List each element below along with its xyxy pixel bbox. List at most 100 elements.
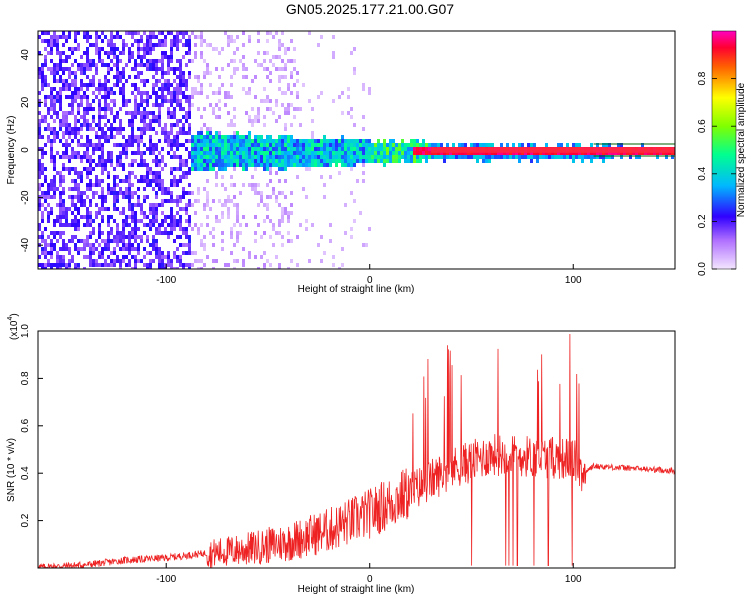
spectrogram-cell <box>143 163 146 167</box>
spectrogram-cell <box>287 267 290 269</box>
spectrogram-cell <box>53 131 56 135</box>
spectrogram-cell <box>254 215 257 219</box>
spectrogram-cell <box>284 207 287 211</box>
spectrogram-cell <box>356 159 359 163</box>
spectrogram-cell <box>503 151 506 155</box>
spectrogram-cell <box>185 147 188 151</box>
spectrogram-cell <box>71 63 74 67</box>
spectrogram-cell <box>221 47 224 51</box>
spectrogram-cell <box>77 211 80 215</box>
spectrogram-cell <box>311 151 314 155</box>
spectrogram-cell <box>89 83 92 87</box>
spectrogram-cell <box>362 115 365 119</box>
spectrogram-cell <box>188 251 191 255</box>
spectrogram-cell <box>233 243 236 247</box>
spectrogram-cell <box>122 219 125 223</box>
spectrogram-cell <box>125 255 128 259</box>
spectrogram-cell <box>341 147 344 151</box>
spectrogram-cell <box>482 155 485 159</box>
spectrogram-cell <box>194 155 197 159</box>
spectrogram-cell <box>143 215 146 219</box>
spectrogram-cell <box>227 39 230 43</box>
spectrogram-cell <box>191 87 194 91</box>
spectrogram-cell <box>584 155 587 159</box>
spectrogram-cell <box>134 159 137 163</box>
snr-series-line <box>38 334 675 568</box>
spectrogram-cell <box>221 155 224 159</box>
spectrogram-cell <box>119 123 122 127</box>
spectrogram-cell <box>98 195 101 199</box>
spectrogram-cell <box>326 151 329 155</box>
spectrogram-cell <box>65 127 68 131</box>
spectrogram-cell <box>152 147 155 151</box>
spectrogram-cell <box>137 107 140 111</box>
spectrogram-cell <box>176 199 179 203</box>
spectrogram-cell <box>59 223 62 227</box>
spectrogram-cell <box>158 87 161 91</box>
spectrogram-cell <box>353 47 356 51</box>
spectrogram-cell <box>299 223 302 227</box>
spectrogram-cell <box>38 171 41 175</box>
snr-x-tick-label: 0 <box>367 574 373 585</box>
spectrogram-cell <box>284 75 287 79</box>
spectrogram-cell <box>416 139 419 143</box>
spectrogram-cell <box>434 155 437 159</box>
spectrogram-cell <box>113 263 116 267</box>
spectrogram-cell <box>53 79 56 83</box>
spectrogram-cell <box>182 163 185 167</box>
spectrogram-cell <box>290 151 293 155</box>
spectrogram-cell <box>38 127 41 131</box>
spectrogram-cell <box>161 191 164 195</box>
spectrogram-cell <box>401 139 404 143</box>
spectrogram-cell <box>269 263 272 267</box>
spectrogram-cell <box>44 55 47 59</box>
spectrogram-cell <box>146 111 149 115</box>
snr-x-tick-label: 100 <box>565 574 582 585</box>
spectrogram-cell <box>137 43 140 47</box>
spectrogram-cell <box>74 263 77 267</box>
spectrogram-cell <box>164 191 167 195</box>
spectrogram-cell <box>74 119 77 123</box>
spectrogram-cell <box>143 63 146 67</box>
spectrogram-cell <box>119 151 122 155</box>
spectrogram-cell <box>86 219 89 223</box>
spectrogram-cell <box>65 167 68 171</box>
spectrogram-y-tick-label: 0 <box>20 147 31 153</box>
spectrogram-cell <box>569 151 572 155</box>
spectrogram-cell <box>263 151 266 155</box>
spectrogram-cell <box>68 87 71 91</box>
spectrogram-cell <box>182 43 185 47</box>
spectrogram-cell <box>155 59 158 63</box>
spectrogram-cell <box>170 111 173 115</box>
spectrogram-cell <box>269 195 272 199</box>
spectrogram-cell <box>272 223 275 227</box>
spectrogram-cell <box>137 243 140 247</box>
spectrogram-cell <box>170 143 173 147</box>
spectrogram-cell <box>149 47 152 51</box>
spectrogram-cell <box>341 139 344 143</box>
spectrogram-cell <box>176 139 179 143</box>
spectrogram-cell <box>248 159 251 163</box>
spectrogram-cell <box>146 35 149 39</box>
spectrogram-cell <box>203 203 206 207</box>
spectrogram-cell <box>329 239 332 243</box>
spectrogram-cell <box>113 199 116 203</box>
spectrogram-cell <box>218 131 221 135</box>
spectrogram-cell <box>161 263 164 267</box>
spectrogram-cell <box>50 59 53 63</box>
spectrogram-cell <box>413 151 416 155</box>
spectrogram-cell <box>179 143 182 147</box>
spectrogram-y-tick-label: -40 <box>20 238 31 253</box>
spectrogram-cell <box>200 39 203 43</box>
spectrogram-cell <box>308 155 311 159</box>
spectrogram-cell <box>98 183 101 187</box>
spectrogram-cell <box>38 235 41 239</box>
spectrogram-cell <box>200 155 203 159</box>
spectrogram-cell <box>101 191 104 195</box>
spectrogram-cell <box>362 139 365 143</box>
spectrogram-cell <box>83 215 86 219</box>
spectrogram-cell <box>152 63 155 67</box>
spectrogram-cell <box>287 111 290 115</box>
spectrogram-cell <box>197 199 200 203</box>
spectrogram-cell <box>290 139 293 143</box>
